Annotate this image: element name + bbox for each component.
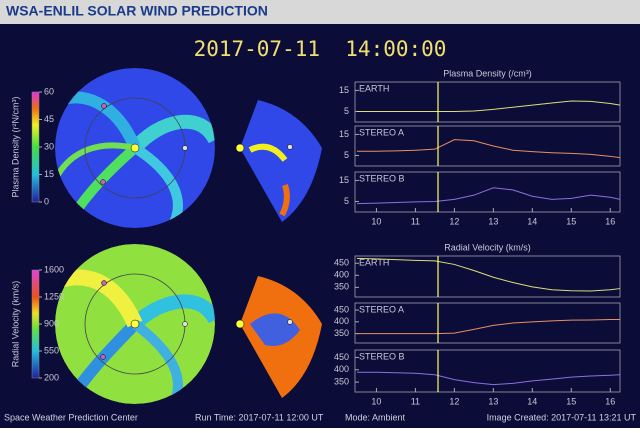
colorbar-label: Plasma Density (r²N/cm³) bbox=[10, 96, 20, 197]
x-tick-label: 11 bbox=[411, 396, 420, 406]
x-tick-label: 12 bbox=[449, 396, 459, 406]
footer-created: Image Created: 2017-07-11 13:21 UT bbox=[487, 412, 637, 422]
colorbar-tick-label: 60 bbox=[44, 86, 54, 96]
y-tick-label: 5 bbox=[344, 196, 349, 206]
panel-label: STEREO A bbox=[359, 127, 404, 137]
colorbar bbox=[31, 91, 40, 203]
x-tick-label: 13 bbox=[488, 216, 498, 226]
x-tick-label: 16 bbox=[605, 396, 615, 406]
y-tick-label: 350 bbox=[334, 328, 349, 338]
panel-frame bbox=[354, 349, 621, 393]
panel-label: STEREO A bbox=[359, 304, 404, 314]
y-tick-label: 5 bbox=[344, 106, 349, 116]
series-line bbox=[356, 187, 621, 205]
footer-run: Run Time: 2017-07-11 12:00 UT bbox=[195, 412, 324, 422]
y-tick-label: 15 bbox=[339, 129, 349, 139]
colorbar-tick-label: 200 bbox=[44, 372, 59, 382]
footer-mode: Mode: Ambient bbox=[345, 412, 406, 422]
colorbar-tick-label: 1600 bbox=[44, 264, 64, 274]
x-tick-label: 14 bbox=[527, 216, 537, 226]
bodies bbox=[100, 103, 293, 360]
panel-label: EARTH bbox=[359, 257, 389, 267]
timestamp: 2017-07-11 14:00:00 bbox=[194, 37, 447, 61]
colorbar-tick-label: 900 bbox=[44, 318, 59, 328]
colorbar-tick-label: 550 bbox=[44, 345, 59, 355]
series-line bbox=[356, 100, 621, 112]
panel-label: STEREO B bbox=[359, 351, 405, 361]
series-line bbox=[356, 257, 621, 292]
panel-frame bbox=[354, 125, 621, 167]
series-line bbox=[356, 371, 621, 386]
panel-frame bbox=[354, 255, 621, 298]
x-tick-label: 12 bbox=[449, 216, 459, 226]
y-tick-label: 15 bbox=[339, 85, 349, 95]
colorbar-tick-label: 45 bbox=[44, 114, 54, 124]
y-tick-label: 400 bbox=[334, 316, 349, 326]
panel-title: Plasma Density (/cm³) bbox=[443, 68, 532, 78]
density-wedge bbox=[240, 100, 322, 222]
colorbar-tick-label: 0 bbox=[44, 196, 49, 206]
x-tick-label: 10 bbox=[371, 396, 381, 406]
x-tick-label: 15 bbox=[566, 216, 576, 226]
x-tick-label: 15 bbox=[566, 396, 576, 406]
colorbar-tick-label: 1250 bbox=[44, 291, 64, 301]
x-tick-label: 11 bbox=[411, 216, 420, 226]
footer-org: Space Weather Prediction Center bbox=[4, 412, 138, 422]
x-tick-label: 10 bbox=[371, 216, 381, 226]
series-line bbox=[356, 318, 620, 335]
panel-title: Radial Velocity (km/s) bbox=[444, 242, 531, 252]
colorbar bbox=[31, 269, 40, 379]
panel-label: EARTH bbox=[359, 83, 389, 93]
y-tick-label: 450 bbox=[334, 304, 349, 314]
y-tick-label: 5 bbox=[344, 150, 349, 160]
y-tick-label: 400 bbox=[334, 270, 349, 280]
colorbar-label: Radial Velocity (km/s) bbox=[10, 281, 20, 368]
y-tick-label: 450 bbox=[334, 352, 349, 362]
header-bar bbox=[0, 0, 640, 24]
y-tick-label: 350 bbox=[334, 282, 349, 292]
title: WSA-ENLIL SOLAR WIND PREDICTION bbox=[6, 3, 268, 19]
colorbar-tick-label: 15 bbox=[44, 169, 54, 179]
x-tick-label: 13 bbox=[488, 396, 498, 406]
y-tick-label: 350 bbox=[334, 376, 349, 386]
colorbar-tick-label: 30 bbox=[44, 141, 54, 151]
panel-label: STEREO B bbox=[359, 173, 405, 183]
y-tick-label: 15 bbox=[339, 175, 349, 185]
y-tick-label: 450 bbox=[334, 258, 349, 268]
y-tick-label: 400 bbox=[334, 364, 349, 374]
density-wedge-feature bbox=[248, 143, 288, 162]
panel-frame bbox=[354, 81, 621, 123]
density-wedge-feature bbox=[279, 184, 290, 217]
panel-frame bbox=[354, 302, 621, 344]
panel-frame bbox=[354, 171, 621, 213]
x-tick-label: 14 bbox=[527, 396, 537, 406]
x-tick-label: 16 bbox=[605, 216, 615, 226]
series-line bbox=[356, 139, 621, 159]
